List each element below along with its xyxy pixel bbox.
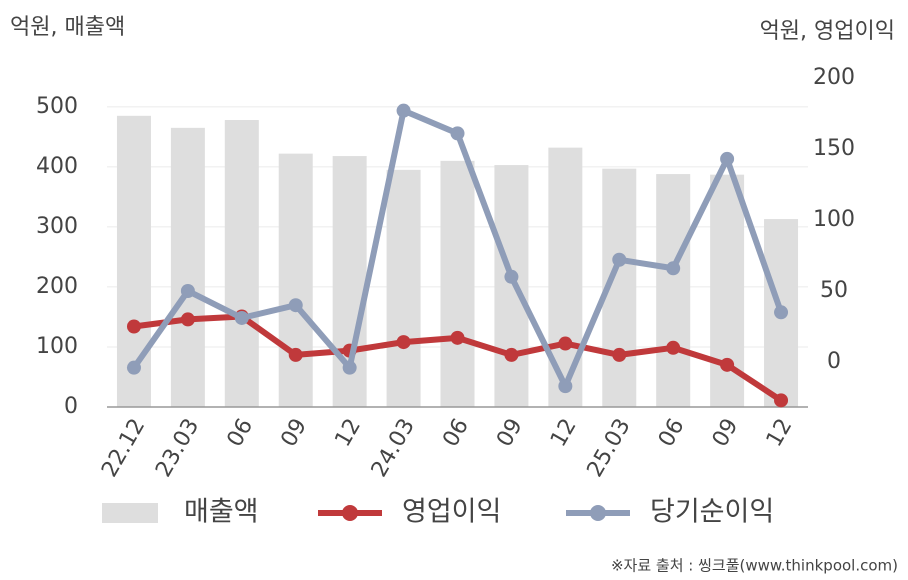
- point: [126, 360, 141, 375]
- x-tick-label: 22.12: [97, 415, 150, 482]
- bar: [656, 174, 691, 407]
- x-tick-label: 06: [654, 415, 690, 452]
- source: ※자료 출처 : 씽크풀(www.thinkpool.com): [611, 557, 898, 575]
- point: [342, 360, 357, 375]
- point: [720, 357, 735, 372]
- bar: [116, 115, 151, 407]
- legend-label: 영업이익: [402, 497, 501, 528]
- point: [234, 310, 249, 325]
- bar: [440, 160, 475, 407]
- point: [396, 335, 411, 350]
- x-tick-label: 12: [762, 415, 798, 452]
- bar: [386, 169, 421, 407]
- bar: [494, 165, 529, 407]
- point: [288, 298, 303, 313]
- point: [126, 319, 141, 334]
- bar: [170, 127, 205, 407]
- x-tick-label: 24.03: [367, 415, 420, 482]
- point: [450, 330, 465, 345]
- legend-label: 매출액: [184, 497, 259, 528]
- point: [612, 347, 627, 362]
- point: [180, 312, 195, 327]
- y2-tick-label: 200: [813, 65, 855, 90]
- y-tick-label: 200: [36, 274, 78, 299]
- x-tick-label: 06: [223, 415, 259, 452]
- y-tick-label: 500: [36, 94, 78, 119]
- x-tick-label: 06: [438, 415, 474, 452]
- y-axis-label: 억원, 매출액: [10, 15, 125, 40]
- x-tick-label: 25.03: [583, 415, 636, 482]
- y2-tick-label: 50: [820, 278, 848, 303]
- x-tick-label: 23.03: [151, 415, 204, 482]
- y2-tick-label: 150: [813, 136, 855, 161]
- x-tick-label: 09: [708, 415, 744, 452]
- x-tick-label: 12: [546, 415, 582, 452]
- bar: [278, 153, 313, 407]
- point: [504, 269, 519, 284]
- point: [288, 347, 303, 362]
- point: [774, 305, 789, 320]
- point: [774, 393, 789, 408]
- y-tick-label: 100: [36, 334, 78, 359]
- y-tick-label: 0: [64, 394, 78, 419]
- legend-label: 당기순이익: [650, 497, 774, 528]
- y2-tick-label: 0: [827, 349, 841, 374]
- point: [720, 151, 735, 166]
- point: [180, 283, 195, 298]
- y2-axis-label: 억원, 영업이익: [760, 19, 895, 44]
- y-tick-label: 300: [36, 214, 78, 239]
- point: [666, 340, 681, 355]
- point: [612, 252, 627, 267]
- legend-swatch: [102, 503, 158, 523]
- y2-tick-label: 100: [813, 207, 855, 232]
- x-tick-label: 09: [492, 415, 528, 452]
- legend-swatch: [590, 505, 606, 521]
- point: [558, 336, 573, 351]
- x-tick-label: 09: [276, 415, 312, 452]
- x-tick-label: 12: [330, 415, 366, 452]
- point: [396, 103, 411, 118]
- point: [558, 379, 573, 394]
- point: [666, 261, 681, 276]
- y-tick-label: 400: [36, 154, 78, 179]
- point: [504, 347, 519, 362]
- legend-swatch: [342, 505, 358, 521]
- point: [450, 126, 465, 141]
- bar: [224, 120, 259, 408]
